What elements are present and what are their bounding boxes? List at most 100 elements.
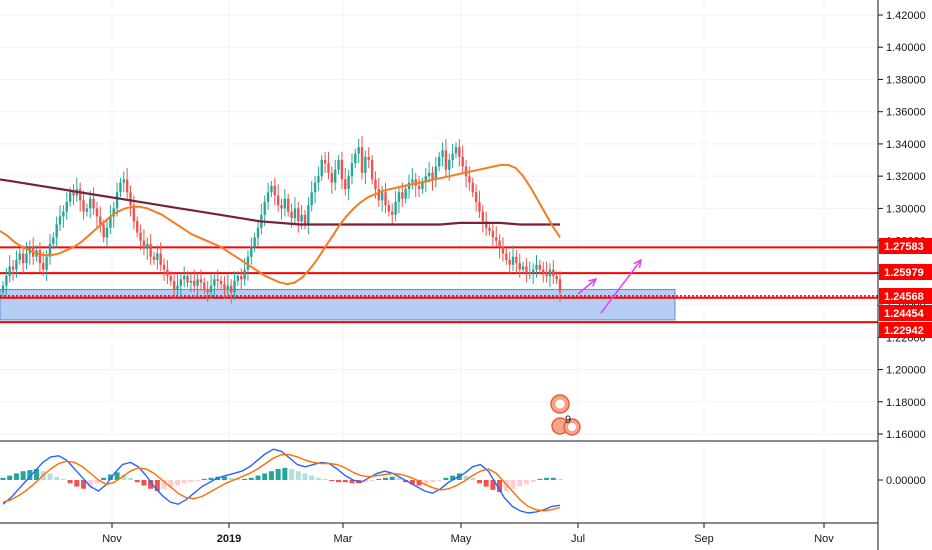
candle-body <box>8 266 11 277</box>
candle-body <box>525 266 528 273</box>
candle <box>310 180 313 212</box>
histogram-bar <box>101 477 107 480</box>
candle-body <box>68 192 72 202</box>
candle <box>189 272 193 293</box>
candle <box>28 240 32 265</box>
histogram-bar <box>376 478 382 480</box>
candle <box>461 145 464 173</box>
histogram-bar <box>248 477 254 480</box>
candle <box>548 263 552 288</box>
candle <box>498 234 501 259</box>
candle <box>384 182 387 214</box>
histogram-bar <box>470 477 476 480</box>
candle <box>219 276 223 289</box>
candle-body <box>156 253 159 260</box>
candle <box>42 251 45 277</box>
candle <box>250 237 253 265</box>
candle-body <box>166 269 169 277</box>
candle <box>337 155 340 175</box>
candle <box>508 251 511 275</box>
projection-arrow-line[interactable] <box>577 278 597 295</box>
candle-body <box>276 195 280 206</box>
candle <box>216 269 219 289</box>
candle <box>25 242 28 270</box>
time-tick-label: 2019 <box>217 533 241 545</box>
candle-body <box>219 280 223 285</box>
histogram-bar <box>550 477 556 480</box>
candle-body <box>112 208 115 217</box>
candle <box>203 277 206 294</box>
candle-body <box>172 280 176 289</box>
histogram-bar <box>47 473 53 480</box>
macd-panel[interactable] <box>0 448 563 514</box>
candle <box>52 232 55 249</box>
candle <box>280 198 283 220</box>
candle <box>125 168 129 199</box>
price-tick-label: 1.40000 <box>886 42 926 54</box>
candle <box>8 255 11 283</box>
candle-body <box>58 216 62 225</box>
event-badges[interactable]: 9 <box>550 394 581 436</box>
histogram-bar <box>530 480 536 483</box>
candle <box>438 151 441 172</box>
candle <box>320 155 323 181</box>
candle-body <box>186 276 189 283</box>
projection-arrow-line[interactable] <box>600 259 642 314</box>
candle <box>136 216 139 238</box>
histogram-bar <box>13 473 19 480</box>
candle-body <box>253 237 256 248</box>
candle-body <box>307 205 310 225</box>
time-axis[interactable]: Nov 2019 Mar May Jul Sep Nov <box>0 522 878 545</box>
candle-body <box>102 224 105 238</box>
time-tick-label: Nov <box>814 533 834 545</box>
candle <box>552 259 555 285</box>
candle <box>229 279 233 304</box>
histogram-bar <box>195 480 201 482</box>
histogram-bar <box>148 480 154 489</box>
candle-body <box>290 211 293 219</box>
candle <box>65 192 68 220</box>
candle-body <box>528 272 532 274</box>
level-price-tag <box>879 238 932 254</box>
histogram-bar <box>128 477 134 480</box>
candle <box>528 261 532 280</box>
candle-body <box>115 192 119 209</box>
candle-body <box>199 279 203 283</box>
histogram-bar <box>342 480 348 483</box>
candle-body <box>273 185 276 196</box>
projection-arrows[interactable] <box>577 258 643 314</box>
support-zone[interactable] <box>0 288 676 321</box>
candle <box>109 205 112 235</box>
candle-body <box>92 198 95 209</box>
histogram-bar <box>483 480 489 487</box>
candle <box>535 255 538 278</box>
candle <box>193 269 196 293</box>
histogram-bar <box>67 480 73 484</box>
price-panel[interactable]: 9 <box>0 135 878 436</box>
candle-body <box>495 237 498 241</box>
candle <box>152 251 156 265</box>
histogram-bar <box>557 478 563 480</box>
candle-body <box>105 227 109 238</box>
candle-body <box>484 221 488 228</box>
candle-body <box>374 179 377 190</box>
candle-body <box>226 285 230 289</box>
support-zone-rect[interactable] <box>0 288 676 321</box>
candle-body <box>354 153 357 164</box>
candle-body <box>511 256 515 265</box>
candle-body <box>206 288 209 293</box>
price-axis[interactable]: 1.42000 1.40000 1.38000 1.36000 1.34000 1.320… <box>877 0 932 550</box>
candlesticks <box>1 135 562 304</box>
arrow-head-icon <box>588 277 598 287</box>
histogram-bar <box>168 480 174 487</box>
candle-body <box>333 169 337 183</box>
candle-body <box>471 182 474 193</box>
candle-body <box>283 198 287 209</box>
candle <box>444 139 448 177</box>
candle <box>236 271 240 286</box>
price-tick-label: 1.20000 <box>886 365 926 377</box>
candle-body <box>320 160 323 177</box>
candle <box>505 248 508 265</box>
candle-body <box>531 269 535 273</box>
